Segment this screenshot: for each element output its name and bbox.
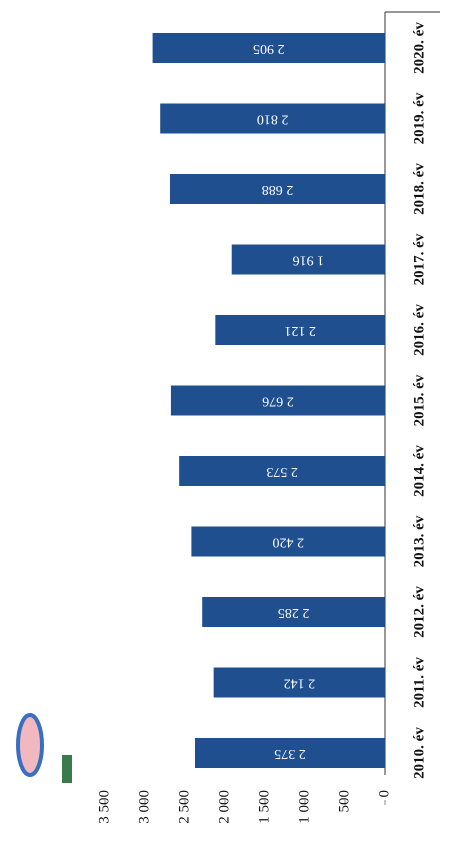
logo [16,713,72,783]
y-tick-label: 1 000 [296,790,312,824]
bar [160,103,385,134]
value-label: 2 573 [266,464,298,479]
bar [170,385,385,416]
y-tick-label: 1 500 [256,790,272,824]
x-tick-label: 2017. év [411,233,427,285]
value-label: 2 375 [274,746,306,761]
x-tick-label: 2012. év [411,586,427,638]
bar [202,597,385,627]
value-label: 2 676 [262,393,294,408]
x-tick-label: 2014. év [411,445,427,497]
value-label: 2 142 [284,675,316,690]
x-tick-label: 2010. év [411,727,427,779]
x-tick-label: 2018. év [411,163,427,215]
x-tick-label: 2019. év [411,92,427,144]
bar [215,315,385,345]
y-tick-label: 0 [376,790,392,798]
bar [195,738,385,768]
value-label: 2 905 [253,41,285,56]
bar [179,456,385,486]
y-tick-label: 500 [336,790,352,813]
y-tick-label: 2 500 [176,790,192,824]
x-tick-label: 2020. év [411,22,427,74]
value-label: 2 285 [278,605,310,620]
bar [152,33,385,63]
y-tick-label: 3 500 [96,790,112,824]
bar [191,526,385,557]
x-tick-label: 2013. év [411,515,427,567]
value-label: 2 810 [257,111,289,126]
y-tick-label: 2 000 [216,790,232,824]
bar [169,174,385,204]
value-label: 2 420 [272,534,304,549]
bar [213,667,385,698]
y-tick-label: 3 000 [136,790,152,824]
x-tick-label: 2016. év [411,304,427,356]
x-tick-label: 2015. év [411,374,427,426]
value-label: 1 916 [293,252,325,267]
x-tick-label: 2011. év [411,657,427,708]
value-label: 2 121 [284,323,316,338]
bar [231,244,385,275]
value-label: 2 688 [262,182,294,197]
